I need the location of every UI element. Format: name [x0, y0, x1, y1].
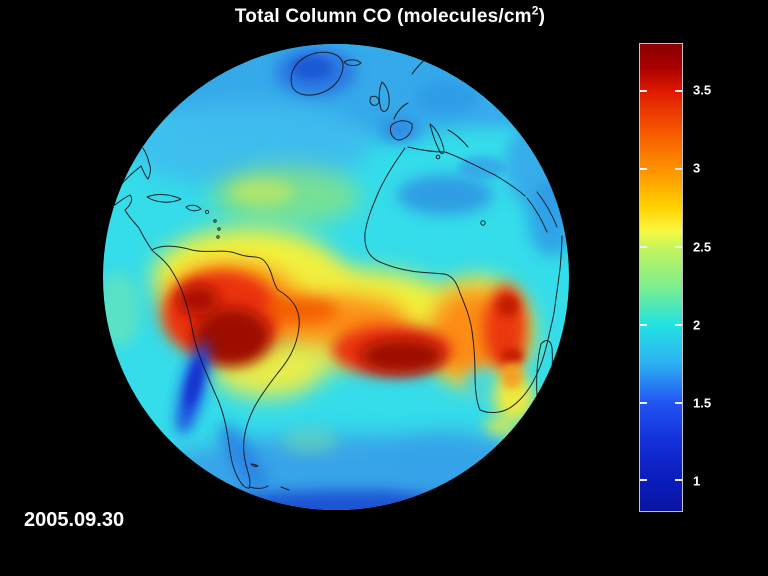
coast-red-sea-west: [526, 197, 548, 233]
coast-great-britain: [378, 81, 390, 112]
coast-italy: [429, 123, 445, 155]
coast-sicily: [435, 154, 441, 160]
coast-antilles-2: [217, 227, 221, 231]
title-superscript: 2: [531, 3, 539, 18]
coast-ireland: [369, 95, 380, 106]
coast-hispaniola: [185, 204, 202, 212]
coast-france: [393, 102, 409, 120]
coast-north-africa-med: [407, 146, 526, 197]
coast-greenland: [290, 51, 344, 96]
colorbar-tick-label: 3: [693, 160, 701, 176]
coast-africa-main: [364, 147, 563, 413]
colorbar-gradient: [639, 43, 683, 512]
colorbar-tick-label: 1: [693, 473, 701, 489]
colorbar-tick-mark: [640, 401, 647, 404]
coast-antilles-3: [216, 235, 220, 239]
colorbar-tick-label: 3.5: [693, 82, 712, 98]
coast-arabia: [536, 191, 558, 228]
colorbar-tick-mark: [640, 167, 647, 170]
coast-south-america: [151, 245, 300, 489]
coast-tierra-del-fuego: [249, 485, 269, 489]
colorbar-tick-mark: [675, 89, 682, 92]
coast-iceland: [343, 59, 362, 66]
colorbar-tick-mark: [675, 167, 682, 170]
title-text: Total Column CO (molecules/cm: [234, 6, 532, 27]
colorbar-tick-label: 2.5: [693, 239, 712, 255]
title-close-paren: ): [538, 6, 546, 27]
colorbar-tick-mark: [640, 246, 647, 249]
colorbar-tick-mark: [675, 401, 682, 404]
colorbar-tick-mark: [675, 479, 682, 482]
coast-puerto-rico: [204, 209, 210, 215]
coast-south-georgia: [280, 486, 290, 491]
colorbar-tick-mark: [640, 89, 647, 92]
coast-iberia: [390, 120, 413, 141]
chart-title: Total Column CO (molecules/cm2): [170, 3, 610, 28]
coast-greece: [447, 129, 469, 148]
colorbar-tick-mark: [640, 479, 647, 482]
colorbar-tick-mark: [640, 323, 647, 326]
date-label: 2005.09.30: [24, 509, 125, 531]
coast-cuba: [146, 194, 182, 203]
coast-lake-chad: [480, 220, 486, 226]
colorbar-tick-mark: [675, 246, 682, 249]
colorbar-tick-label: 2: [693, 317, 701, 333]
colorbar: 3.5 3 2.5 2 1.5 1: [639, 43, 759, 512]
globe-raster: [103, 44, 569, 510]
coast-falklands: [250, 463, 259, 467]
colorbar-tick-mark: [675, 323, 682, 326]
colorbar-tick-label: 1.5: [693, 395, 712, 411]
coast-antilles-1: [213, 219, 217, 223]
